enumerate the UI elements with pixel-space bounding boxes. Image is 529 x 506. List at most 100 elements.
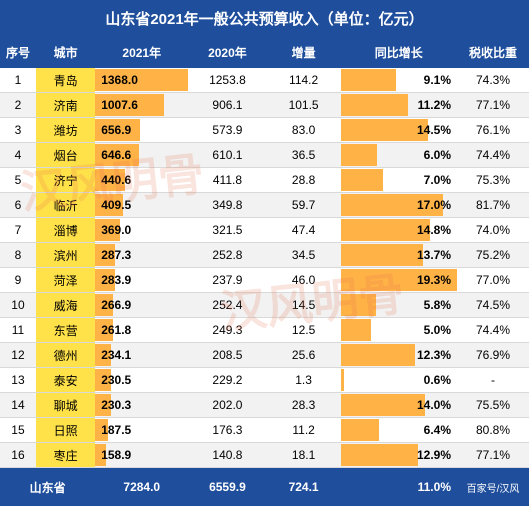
table-row: 15日照187.5176.311.26.4%80.8% — [0, 418, 529, 443]
cell-2021: 646.6 — [95, 143, 188, 168]
total-label: 山东省 — [0, 468, 95, 506]
col-growth: 同比增长 — [341, 37, 457, 68]
cell-inc: 11.2 — [267, 418, 341, 443]
cell-idx: 14 — [0, 393, 36, 418]
cell-inc: 101.5 — [267, 93, 341, 118]
cell-city: 聊城 — [36, 393, 95, 418]
cell-inc: 14.5 — [267, 293, 341, 318]
table-row: 2济南1007.6906.1101.511.2%77.1% — [0, 93, 529, 118]
cell-inc: 12.5 — [267, 318, 341, 343]
table-row: 16枣庄158.9140.818.112.9%77.1% — [0, 443, 529, 468]
cell-2020: 411.8 — [188, 168, 266, 193]
cell-growth: 5.8% — [341, 293, 457, 318]
cell-2020: 140.8 — [188, 443, 266, 468]
cell-2021: 283.9 — [95, 268, 188, 293]
cell-2020: 1253.8 — [188, 68, 266, 93]
cell-idx: 1 — [0, 68, 36, 93]
total-growth: 11.0% — [341, 468, 457, 506]
cell-2021: 230.3 — [95, 393, 188, 418]
cell-idx: 12 — [0, 343, 36, 368]
cell-2020: 249.3 — [188, 318, 266, 343]
cell-growth: 14.8% — [341, 218, 457, 243]
cell-tax: 75.5% — [457, 393, 529, 418]
cell-city: 济宁 — [36, 168, 95, 193]
cell-2021: 656.9 — [95, 118, 188, 143]
cell-city: 济南 — [36, 93, 95, 118]
cell-idx: 8 — [0, 243, 36, 268]
table-row: 3潍坊656.9573.983.014.5%76.1% — [0, 118, 529, 143]
cell-idx: 5 — [0, 168, 36, 193]
cell-2020: 229.2 — [188, 368, 266, 393]
cell-city: 滨州 — [36, 243, 95, 268]
cell-2020: 252.8 — [188, 243, 266, 268]
table-row: 13泰安230.5229.21.30.6%- — [0, 368, 529, 393]
cell-city: 泰安 — [36, 368, 95, 393]
cell-growth: 13.7% — [341, 243, 457, 268]
cell-city: 枣庄 — [36, 443, 95, 468]
cell-2020: 349.8 — [188, 193, 266, 218]
cell-inc: 1.3 — [267, 368, 341, 393]
cell-city: 菏泽 — [36, 268, 95, 293]
cell-2021: 230.5 — [95, 368, 188, 393]
table-row: 4烟台646.6610.136.56.0%74.4% — [0, 143, 529, 168]
cell-2021: 369.0 — [95, 218, 188, 243]
cell-city: 威海 — [36, 293, 95, 318]
cell-2021: 187.5 — [95, 418, 188, 443]
total-note: 百家号/汉风 — [457, 468, 529, 506]
cell-2020: 208.5 — [188, 343, 266, 368]
cell-idx: 15 — [0, 418, 36, 443]
cell-2020: 252.4 — [188, 293, 266, 318]
cell-inc: 36.5 — [267, 143, 341, 168]
col-idx: 序号 — [0, 37, 36, 68]
col-city: 城市 — [36, 37, 95, 68]
cell-idx: 9 — [0, 268, 36, 293]
cell-city: 临沂 — [36, 193, 95, 218]
table-row: 1青岛1368.01253.8114.29.1%74.3% — [0, 68, 529, 93]
cell-2021: 234.1 — [95, 343, 188, 368]
cell-growth: 7.0% — [341, 168, 457, 193]
cell-growth: 9.1% — [341, 68, 457, 93]
table-row: 12德州234.1208.525.612.3%76.9% — [0, 343, 529, 368]
cell-2020: 176.3 — [188, 418, 266, 443]
cell-inc: 83.0 — [267, 118, 341, 143]
table-title: 山东省2021年一般公共预算收入（单位：亿元） — [0, 0, 529, 37]
table-row: 7淄博369.0321.547.414.8%74.0% — [0, 218, 529, 243]
cell-tax: 75.3% — [457, 168, 529, 193]
cell-city: 淄博 — [36, 218, 95, 243]
cell-idx: 13 — [0, 368, 36, 393]
cell-city: 烟台 — [36, 143, 95, 168]
cell-growth: 6.4% — [341, 418, 457, 443]
table-header: 序号 城市 2021年 2020年 增量 同比增长 税收比重 — [0, 37, 529, 68]
table-footer: 山东省 7284.0 6559.9 724.1 11.0% 百家号/汉风 — [0, 468, 529, 506]
cell-city: 潍坊 — [36, 118, 95, 143]
cell-tax: 76.1% — [457, 118, 529, 143]
cell-2021: 158.9 — [95, 443, 188, 468]
cell-growth: 6.0% — [341, 143, 457, 168]
cell-inc: 59.7 — [267, 193, 341, 218]
cell-tax: 81.7% — [457, 193, 529, 218]
cell-idx: 4 — [0, 143, 36, 168]
total-2021: 7284.0 — [95, 468, 188, 506]
table-row: 11东营261.8249.312.55.0%74.4% — [0, 318, 529, 343]
cell-2021: 266.9 — [95, 293, 188, 318]
cell-2021: 261.8 — [95, 318, 188, 343]
cell-2020: 202.0 — [188, 393, 266, 418]
cell-inc: 25.6 — [267, 343, 341, 368]
cell-inc: 28.8 — [267, 168, 341, 193]
total-inc: 724.1 — [267, 468, 341, 506]
cell-tax: 77.0% — [457, 268, 529, 293]
cell-growth: 17.0% — [341, 193, 457, 218]
table-row: 5济宁440.6411.828.87.0%75.3% — [0, 168, 529, 193]
cell-idx: 7 — [0, 218, 36, 243]
cell-tax: 74.0% — [457, 218, 529, 243]
cell-2021: 440.6 — [95, 168, 188, 193]
cell-tax: 74.3% — [457, 68, 529, 93]
cell-idx: 3 — [0, 118, 36, 143]
cell-city: 青岛 — [36, 68, 95, 93]
cell-growth: 14.0% — [341, 393, 457, 418]
cell-growth: 11.2% — [341, 93, 457, 118]
cell-city: 德州 — [36, 343, 95, 368]
col-2020: 2020年 — [188, 37, 266, 68]
cell-tax: 74.4% — [457, 143, 529, 168]
cell-2020: 321.5 — [188, 218, 266, 243]
